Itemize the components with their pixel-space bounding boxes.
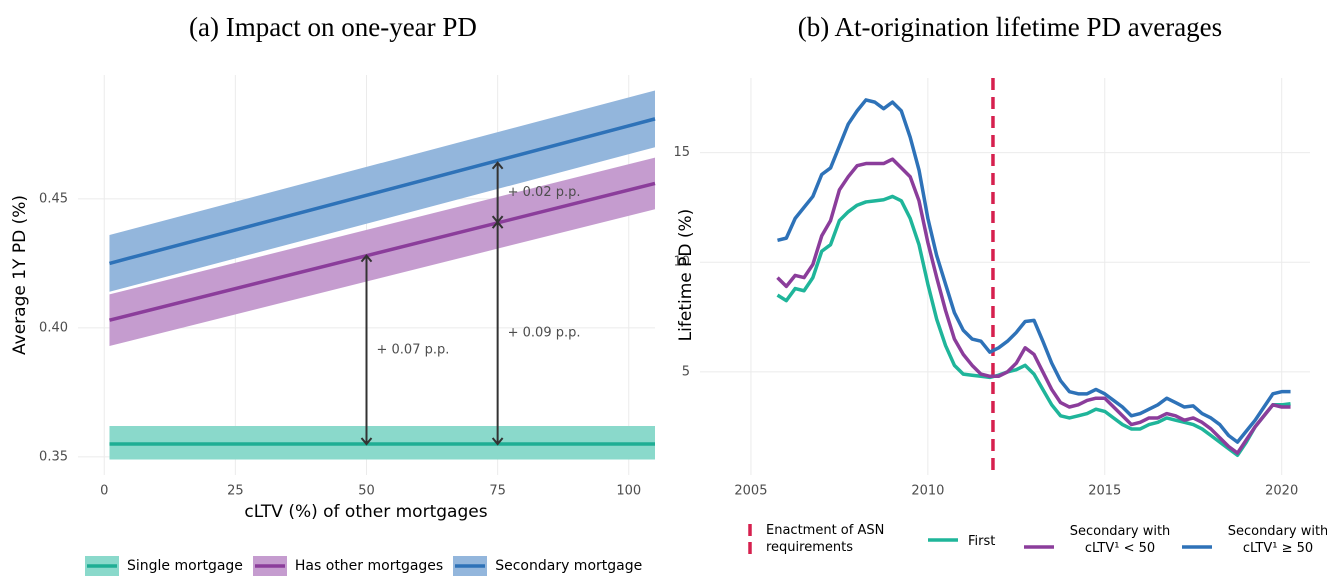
legend-item: Single mortgage [85, 556, 243, 576]
x-tick-label: 2010 [911, 484, 944, 499]
legend-label: First [968, 534, 996, 549]
annotation: + 0.07 p.p. [377, 342, 450, 357]
legend-swatch [85, 556, 119, 576]
x-tick-label: 75 [489, 484, 506, 499]
series-line [109, 181, 656, 322]
y-tick-label: 0.40 [39, 320, 68, 335]
legend-label: Has other mortgages [294, 557, 444, 574]
legend-item: First [926, 530, 1018, 550]
y-tick-label: 10 [673, 255, 690, 270]
legend-item: Secondary with cLTV¹ < 50 [1022, 523, 1176, 557]
series-line [777, 98, 1291, 444]
chart-title: (a) Impact on one-year PD [189, 12, 477, 42]
y-axis-label: Average 1Y PD (%) [10, 195, 30, 355]
x-tick-label: 2015 [1088, 484, 1121, 499]
legend-item: Has other mortgages [252, 556, 444, 576]
chart-title: (b) At-origination lifetime PD averages [798, 12, 1222, 42]
legend: Enactment of ASN requirements First Second… [742, 522, 1327, 558]
legend-item: Secondary with cLTV¹ ≥ 50 [1180, 523, 1327, 557]
legend-swatch [928, 538, 958, 542]
x-tick-label: 100 [616, 484, 641, 499]
y-tick-label: 0.35 [39, 449, 68, 464]
series-line [776, 194, 1291, 458]
legend-swatch [748, 524, 752, 556]
x-axis-label: cLTV (%) of other mortgages [244, 502, 487, 522]
legend-label: Secondary with cLTV¹ ≥ 50 [1227, 524, 1327, 556]
y-tick-label: 5 [682, 364, 690, 379]
x-tick-label: 0 [100, 484, 108, 499]
legend-swatch [252, 556, 287, 576]
annotation: + 0.09 p.p. [508, 326, 581, 341]
x-tick-label: 2005 [734, 484, 767, 499]
legend-swatch [1182, 545, 1212, 549]
legend-label: Single mortgage [127, 557, 243, 574]
x-tick-label: 50 [358, 484, 375, 499]
y-tick-label: 0.45 [39, 191, 68, 206]
legend-label: Secondary mortgage [495, 557, 643, 574]
series-line [776, 157, 1291, 455]
annotation: + 0.02 p.p. [508, 185, 581, 200]
legend-label: Enactment of ASN requirements [766, 523, 885, 555]
legend-item: Secondary mortgage [453, 556, 642, 576]
legend-swatch [453, 556, 488, 576]
x-tick-label: 2020 [1265, 484, 1298, 499]
legend-label: Secondary with cLTV¹ < 50 [1069, 524, 1171, 556]
y-tick-label: 15 [673, 145, 690, 160]
x-tick-label: 25 [227, 484, 244, 499]
series-line [109, 117, 656, 266]
legend-item: Enactment of ASN requirements [742, 522, 896, 558]
legend: Single mortgage Has other mortgages Second… [85, 556, 652, 576]
y-axis-label: Lifetime PD (%) [676, 209, 696, 342]
legend-swatch [1024, 545, 1054, 549]
